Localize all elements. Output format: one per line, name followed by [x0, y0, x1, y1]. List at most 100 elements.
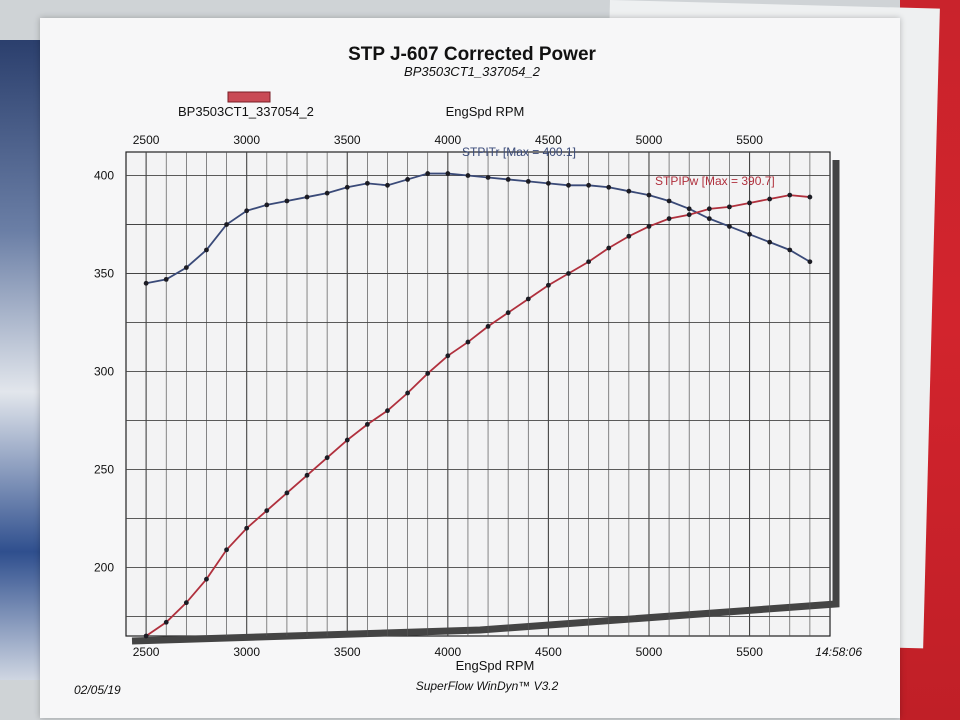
data-point-stpipw	[727, 204, 732, 210]
y-tick-labels: 200 250 300 350 400	[94, 169, 114, 575]
data-point-stpipw	[767, 196, 773, 202]
data-point-stpipw	[566, 271, 571, 276]
data-point-stpipw	[143, 633, 149, 639]
x-tick-label-top: 3000	[233, 133, 260, 147]
data-point-stpipw	[505, 310, 511, 316]
data-point-stpitr	[807, 259, 813, 265]
data-point-stpitr	[686, 206, 692, 212]
plot-area	[125, 151, 831, 637]
data-point-stpipw	[626, 233, 632, 239]
data-point-stpitr	[666, 198, 672, 204]
data-point-stpipw	[525, 296, 531, 302]
data-point-stpitr	[324, 190, 330, 196]
x-tick-label-bottom: 3500	[334, 645, 361, 659]
data-point-stpipw	[485, 323, 491, 329]
y-tick-label: 250	[94, 462, 114, 476]
data-point-stpipw	[546, 282, 551, 288]
data-point-stpitr	[204, 247, 209, 253]
data-point-stpipw	[666, 216, 672, 222]
data-point-stpitr	[706, 216, 712, 222]
y-tick-label: 200	[94, 560, 114, 574]
data-point-stpipw	[586, 259, 592, 265]
data-point-stpipw	[385, 408, 390, 414]
chart-subtitle: BP3503CT1_337054_2	[404, 64, 541, 79]
data-point-stpitr	[787, 247, 793, 253]
data-point-stpitr	[606, 184, 612, 190]
data-point-stpitr	[284, 198, 290, 204]
x-tick-label-bottom: 4000	[434, 645, 461, 659]
series-line-stpipw	[145, 194, 810, 637]
legend-entry: BP3503CT1_337054_2	[178, 104, 314, 119]
x-tick-label-top: 4000	[434, 133, 461, 147]
data-point-stpipw	[304, 472, 310, 478]
y-tick-label: 300	[94, 364, 114, 378]
data-point-stpitr	[485, 175, 491, 180]
data-point-stpipw	[445, 353, 451, 359]
data-point-stpipw	[606, 245, 612, 251]
series-max-label-stpipw: STPIPw [Max = 390.7]	[655, 174, 775, 188]
data-point-stpitr	[566, 182, 571, 188]
x-tick-label-bottom: 5000	[636, 645, 663, 659]
data-point-stpitr	[767, 239, 773, 245]
data-point-stpipw	[204, 576, 209, 582]
data-point-stpitr	[264, 202, 270, 208]
data-point-stpitr	[586, 182, 592, 188]
data-point-stpipw	[324, 455, 330, 461]
data-point-stpitr	[364, 180, 370, 186]
data-point-stpitr	[626, 188, 632, 194]
data-point-stpipw	[344, 437, 350, 443]
data-point-stpitr	[546, 180, 551, 186]
x-tick-label-top: 5500	[736, 133, 763, 147]
x-axis-title-bottom: EngSpd RPM	[456, 658, 535, 673]
data-point-stpitr	[727, 224, 732, 229]
data-point-stpipw	[706, 206, 712, 212]
data-point-stpipw	[787, 192, 793, 198]
x-tick-label-bottom: 4500	[535, 645, 562, 659]
legend-swatch	[227, 91, 271, 103]
x-tick-label-top: 2500	[133, 133, 160, 147]
x-tick-label-bottom: 5500	[736, 645, 763, 659]
y-tick-label: 350	[94, 266, 114, 280]
data-point-stpitr	[163, 276, 169, 282]
data-point-stpipw	[163, 619, 169, 625]
data-point-stpipw	[465, 339, 471, 345]
data-point-stpipw	[425, 371, 431, 376]
data-point-stpitr	[445, 171, 451, 176]
x-tick-labels-top: 2500 3000 3500 4000 4500 5000 5500	[133, 133, 763, 147]
data-point-stpitr	[183, 265, 189, 271]
x-axis-title-top: EngSpd RPM	[446, 104, 525, 119]
data-point-stpitr	[344, 184, 350, 190]
data-point-stpipw	[405, 390, 410, 396]
data-point-stpipw	[244, 525, 250, 531]
data-point-stpitr	[385, 182, 390, 188]
data-point-stpitr	[646, 192, 652, 198]
chart-title: STP J-607 Corrected Power	[348, 44, 596, 65]
data-point-stpitr	[405, 177, 410, 182]
x-tick-label-bottom: 2500	[133, 645, 160, 659]
data-point-stpipw	[224, 547, 229, 553]
data-point-stpipw	[686, 212, 692, 218]
data-point-stpipw	[747, 200, 752, 206]
data-point-stpitr	[505, 177, 511, 182]
x-tick-labels-bottom: 2500 3000 3500 4000 4500 5000 5500	[133, 645, 763, 659]
print-date: 02/05/19	[74, 683, 121, 697]
data-point-stpipw	[183, 600, 189, 606]
software-name: SuperFlow WinDyn™ V3.2	[416, 679, 559, 693]
x-tick-label-bottom: 3000	[233, 645, 260, 659]
series-layer	[143, 171, 813, 639]
plot-shadow	[131, 160, 840, 645]
data-point-stpitr	[244, 208, 250, 214]
data-point-stpipw	[646, 224, 652, 229]
data-point-stpipw	[284, 490, 290, 496]
data-point-stpitr	[425, 171, 431, 176]
x-tick-label-top: 5000	[636, 133, 663, 147]
print-time: 14:58:06	[815, 645, 862, 659]
y-tick-label: 400	[94, 169, 114, 183]
data-point-stpitr	[143, 280, 149, 286]
x-tick-label-top: 4500	[535, 133, 562, 147]
data-point-stpipw	[264, 508, 270, 513]
data-point-stpitr	[465, 173, 471, 178]
data-point-stpitr	[525, 178, 531, 184]
data-point-stpipw	[364, 421, 370, 427]
